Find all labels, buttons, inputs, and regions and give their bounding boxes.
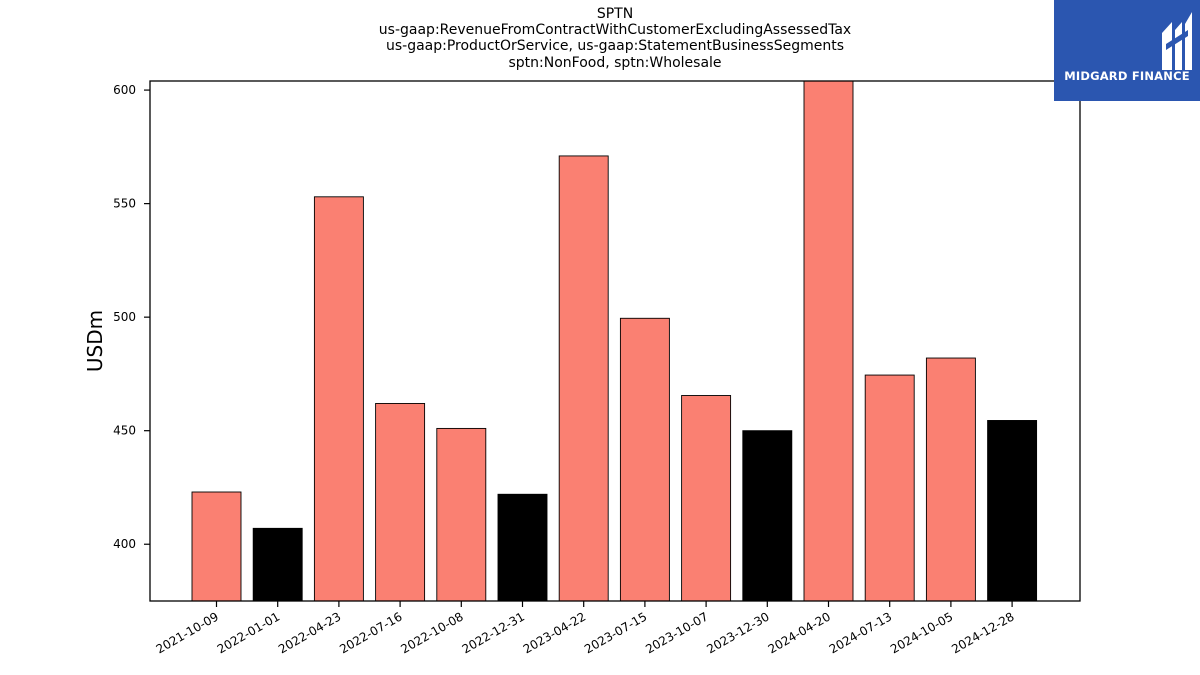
title-line-2: us-gaap:RevenueFromContractWithCustomerE… [378, 22, 852, 39]
x-tick-label: 2023-12-30 [704, 609, 771, 656]
x-tick-label: 2024-12-28 [949, 609, 1016, 656]
x-axis: 2021-10-092022-01-012022-04-232022-07-16… [154, 601, 1017, 656]
x-tick-label: 2022-10-08 [398, 609, 465, 656]
x-tick-label: 2022-04-23 [276, 609, 343, 656]
chart-title: SPTN us-gaap:RevenueFromContractWithCust… [150, 6, 1080, 71]
x-tick-label: 2023-10-07 [643, 609, 710, 656]
title-line-3: us-gaap:ProductOrService, us-gaap:Statem… [385, 38, 844, 55]
y-axis-label: USDm [83, 310, 107, 372]
x-tick-label: 2023-04-22 [521, 609, 588, 656]
plot-frame [149, 80, 1081, 602]
bar-2021-10-09 [191, 491, 242, 602]
x-tick-label: 2021-10-09 [154, 609, 221, 656]
bar-2023-07-15 [619, 317, 670, 602]
bar-2024-07-13 [864, 374, 915, 602]
midgard-finance-logo: MIDGARD FINANCE [1054, 0, 1200, 101]
y-tick-label: 500 [113, 310, 136, 324]
y-tick-label: 550 [113, 197, 136, 211]
y-tick-label: 450 [113, 424, 136, 438]
bar-2024-04-20 [803, 80, 854, 602]
bars-group [191, 80, 1038, 602]
bar-2022-12-31 [497, 493, 548, 602]
x-tick-label: 2024-10-05 [888, 609, 955, 656]
bar-2024-12-28 [987, 420, 1038, 602]
x-tick-label: 2022-12-31 [460, 609, 527, 656]
x-tick-label: 2022-01-01 [215, 609, 282, 656]
title-line-4: sptn:NonFood, sptn:Wholesale [508, 54, 722, 71]
bar-2023-12-30 [742, 430, 793, 602]
y-axis: 400 450 500 550 600 [113, 83, 150, 551]
bar-2022-01-01 [252, 527, 303, 602]
x-tick-label: 2024-04-20 [766, 609, 833, 656]
x-tick-label: 2024-07-13 [827, 609, 894, 656]
bar-2023-04-22 [558, 155, 609, 602]
y-tick-label: 600 [113, 83, 136, 97]
logo-text: MIDGARD FINANCE [1064, 69, 1190, 83]
bar-2024-10-05 [925, 357, 976, 602]
bar-2022-04-23 [313, 196, 364, 602]
bar-2022-07-16 [375, 402, 426, 602]
title-line-1: SPTN [596, 6, 634, 22]
bar-2023-10-07 [681, 395, 732, 602]
bar-2022-10-08 [436, 427, 487, 602]
x-tick-label: 2022-07-16 [337, 609, 404, 656]
x-tick-label: 2023-07-15 [582, 609, 649, 656]
y-tick-label: 400 [113, 537, 136, 551]
logo-mark-icon [1162, 12, 1192, 70]
